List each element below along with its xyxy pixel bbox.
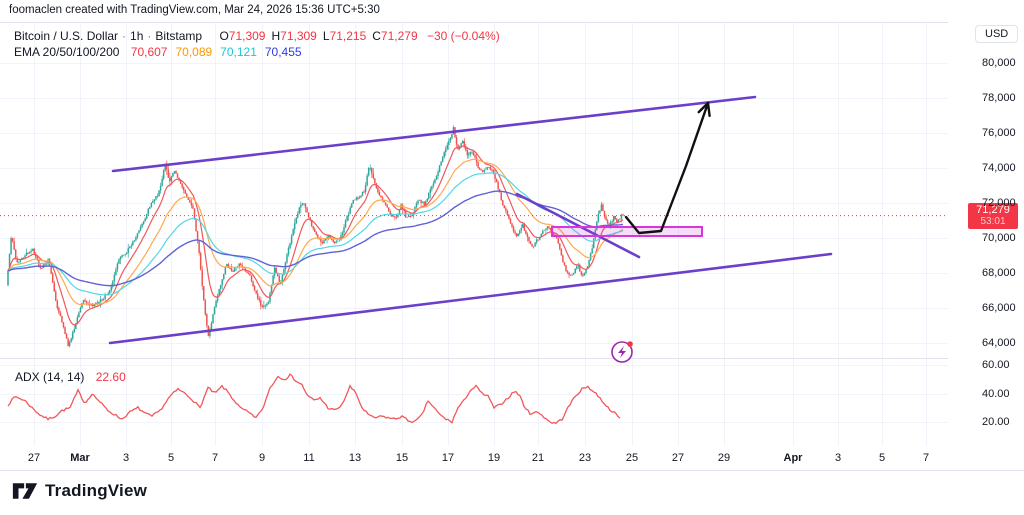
adx-tick-label: 40.00	[982, 387, 1010, 400]
time-tick-label: 27	[671, 452, 685, 464]
ema-indicator-label[interactable]: EMA 20/50/100/200	[14, 45, 120, 59]
ema-value: 70,455	[264, 45, 302, 59]
price-tick-label: 76,000	[982, 127, 1016, 139]
ohlc-letter: O	[219, 29, 229, 43]
adx-value: 22.60	[95, 370, 126, 384]
created-with-text: foomaclen created with TradingView.com, …	[9, 4, 380, 16]
change-value: −30 (−0.04%)	[426, 29, 500, 43]
bottom-bar: TradingView	[12, 481, 147, 501]
symbol-legend-row[interactable]: Bitcoin / U.S. Dollar · 1h · Bitstamp O71,30…	[14, 28, 500, 44]
price-tick-label: 64,000	[982, 337, 1016, 349]
ema-value: 70,607	[130, 45, 168, 59]
ema-100-line[interactable]	[7, 172, 624, 296]
time-tick-label: 5	[878, 452, 886, 464]
price-tick-label: 66,000	[982, 302, 1016, 314]
time-tick-label: 19	[487, 452, 501, 464]
adx-line	[7, 373, 621, 425]
ohlc-letter: C	[372, 29, 381, 43]
ema-20-line[interactable]	[7, 145, 624, 326]
tradingview-logo-icon[interactable]	[12, 481, 38, 501]
symbol-name[interactable]: Bitcoin / U.S. Dollar	[14, 29, 119, 43]
separator-dot: ·	[147, 29, 152, 43]
candles-up	[7, 125, 623, 348]
price-tick-label: 70,000	[982, 232, 1016, 244]
adx-tick-label: 60.00	[982, 359, 1010, 371]
price-tick-label: 78,000	[982, 92, 1016, 104]
time-axis[interactable]: 27 Mar 3 5 7 9 11 13 15 17 19 21 23 25 27 29 Apr 3 5 7	[0, 446, 948, 470]
adx-tick-label: 20.00	[982, 416, 1010, 428]
time-tick-label: 11	[303, 452, 315, 464]
last-price-badge: 71,279 53:01	[968, 202, 1018, 229]
bar-countdown: 53:01	[980, 215, 1006, 227]
time-tick-label: 15	[395, 452, 409, 464]
ema-value: 70,089	[175, 45, 213, 59]
ohlc-value: 71,215	[329, 29, 367, 43]
time-tick-label: 27	[27, 452, 41, 464]
time-tick-label: 3	[122, 452, 130, 464]
adx-indicator-label[interactable]: ADX (14, 14)	[15, 370, 85, 384]
tradingview-logo-text[interactable]: TradingView	[45, 481, 148, 500]
time-tick-label: 7	[211, 452, 219, 464]
support-zone-rectangle[interactable]	[551, 226, 703, 237]
price-axis[interactable]: USD 71,279 53:01 80,000 78,000 76,000 74,00…	[948, 22, 1024, 470]
time-tick-label: 5	[167, 452, 175, 464]
chart-legend: Bitcoin / U.S. Dollar · 1h · Bitstamp O71,30…	[14, 28, 500, 60]
lightning-icon[interactable]	[611, 341, 633, 363]
time-tick-label: 3	[834, 452, 842, 464]
breakdown-trendline[interactable]	[515, 192, 641, 259]
separator-dot: ·	[122, 29, 127, 43]
ohlc-letter: L	[322, 29, 330, 43]
ema-values: 70,607 70,089 70,121 70,455	[123, 45, 302, 59]
ohlc-value: 71,279	[380, 29, 418, 43]
time-tick-label: Apr	[783, 452, 803, 464]
trend-channel-upper-line[interactable]	[111, 95, 757, 173]
ohlc-letter: H	[271, 29, 281, 43]
ema-50-line[interactable]	[7, 158, 624, 306]
price-tick-label: 80,000	[982, 57, 1016, 69]
time-tick-label: 9	[258, 452, 266, 464]
price-tick-label: 74,000	[982, 162, 1016, 174]
ohlc-value: 71,309	[228, 29, 266, 43]
price-tick-label: 72,000	[982, 197, 1016, 209]
time-tick-label: 21	[531, 452, 545, 464]
candles-down	[11, 126, 624, 347]
currency-toggle-button[interactable]: USD	[975, 25, 1019, 43]
projection-arrow[interactable]	[624, 101, 711, 235]
page-title: foomaclen created with TradingView.com, …	[9, 4, 380, 16]
grid-lines	[0, 22, 948, 446]
pane-borders	[0, 22, 1024, 471]
trend-channel-lower-line[interactable]	[108, 252, 833, 345]
ohlc-value: 71,309	[280, 29, 317, 43]
time-tick-label: 23	[578, 452, 592, 464]
ema-value: 70,121	[220, 45, 257, 59]
time-tick-label: 13	[348, 452, 362, 464]
time-tick-label: 25	[625, 452, 639, 464]
time-tick-label: 29	[717, 452, 731, 464]
price-tick-label: 68,000	[982, 267, 1016, 279]
adx-legend-row[interactable]: ADX (14, 14) 22.60	[15, 370, 126, 384]
exchange-label[interactable]: Bitstamp	[155, 29, 203, 43]
ema-legend-row[interactable]: EMA 20/50/100/200 70,607 70,089 70,121 70,4…	[14, 44, 500, 60]
interval-label[interactable]: 1h	[130, 29, 144, 43]
ohlc-values: O71,309 H71,309 L71,215 C71,279	[213, 29, 417, 43]
time-tick-label: Mar	[70, 452, 90, 464]
time-tick-label: 7	[922, 452, 930, 464]
time-tick-label: 17	[441, 452, 455, 464]
last-price-value: 71,279	[976, 203, 1010, 216]
